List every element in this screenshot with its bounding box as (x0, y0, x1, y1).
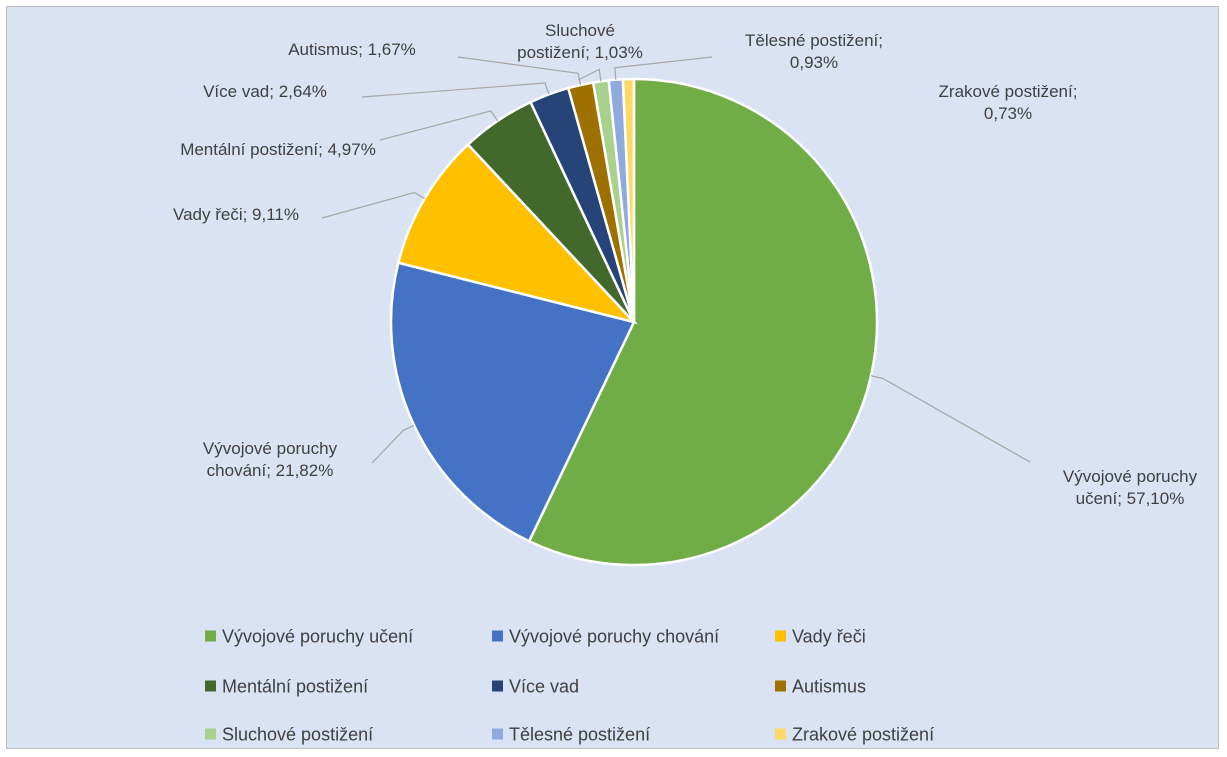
legend-label: Tělesné postižení (509, 724, 651, 745)
pie-slice (527, 77, 879, 567)
legend-swatch (205, 728, 216, 740)
legend-item: Vývojové poruchy chování (492, 627, 719, 648)
legend-swatch (775, 630, 786, 642)
data-label: Mentální postižení; 4,97% (180, 140, 376, 159)
data-label: Vady řeči; 9,11% (173, 205, 299, 224)
leader-line (577, 68, 602, 82)
data-label: Vývojové poruchy učení; 57,10% (1062, 467, 1198, 508)
legend-item: Zrakové postižení (775, 725, 934, 746)
legend-label: Vývojové poruchy chování (509, 626, 720, 647)
legend-item: Autismus (775, 677, 866, 698)
leader-line (614, 56, 713, 80)
legend-swatch (492, 630, 503, 642)
leader-line (361, 82, 550, 98)
legend-label: Mentální postižení (222, 676, 369, 697)
legend-item: Tělesné postižení (492, 725, 650, 746)
data-label: Více vad; 2,64% (203, 82, 327, 101)
legend-item: Vady řeči (775, 627, 866, 648)
legend-label: Vývojové poruchy učení (222, 626, 414, 647)
legend-label: Autismus (792, 676, 867, 697)
data-label: Sluchové postižení; 1,03% (517, 21, 643, 62)
legend-item: Mentální postižení (205, 677, 368, 698)
data-label: Autismus; 1,67% (288, 40, 416, 59)
legend-label: Více vad (509, 676, 580, 697)
pie-slice (621, 77, 636, 323)
legend-swatch (775, 680, 786, 692)
pie-slice (396, 142, 638, 325)
legend-label: Sluchové postižení (222, 724, 374, 745)
leader-line (371, 424, 415, 464)
legend-swatch (205, 630, 216, 642)
leader-line (321, 191, 425, 219)
data-label: Tělesné postižení; 0,93% (745, 31, 883, 72)
legend-item: Sluchové postižení (205, 725, 373, 746)
leader-line (379, 110, 499, 141)
legend-label: Zrakové postižení (792, 724, 935, 745)
legend-label: Vady řeči (792, 626, 866, 647)
data-label: Zrakové postižení; 0,73% (938, 82, 1078, 123)
legend-swatch (205, 680, 216, 692)
leader-line (457, 56, 582, 86)
legend-swatch (775, 728, 786, 740)
legend-swatch (492, 680, 503, 692)
legend-item: Vývojové poruchy učení (205, 627, 413, 648)
legend-swatch (492, 728, 503, 740)
leader-line (870, 375, 1031, 463)
legend-item: Více vad (492, 677, 579, 698)
data-label: Vývojové poruchy chování; 21,82% (202, 439, 338, 480)
